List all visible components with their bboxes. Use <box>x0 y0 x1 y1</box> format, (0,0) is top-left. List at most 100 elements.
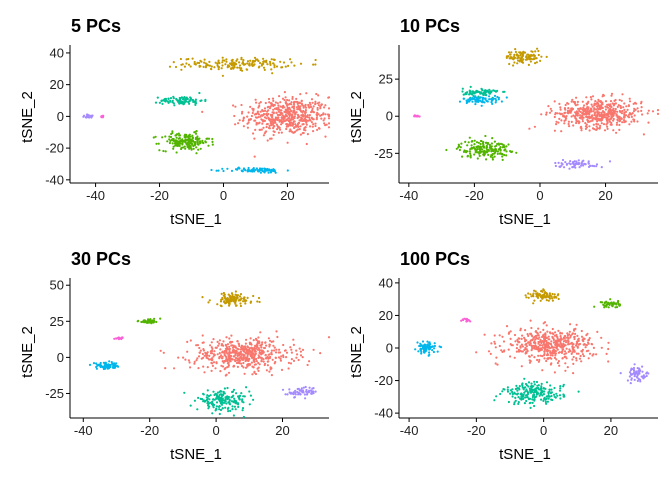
data-point <box>295 125 298 128</box>
data-point <box>306 116 309 119</box>
data-point <box>226 362 229 365</box>
data-point <box>430 345 433 348</box>
data-point <box>262 57 265 60</box>
data-point <box>597 123 600 126</box>
data-point <box>193 140 197 144</box>
data-point <box>619 372 622 375</box>
y-axis-label: tSNE_2 <box>19 91 36 143</box>
data-point <box>273 103 276 107</box>
data-point <box>272 99 275 102</box>
data-point <box>224 396 227 399</box>
data-point <box>426 343 429 346</box>
data-point <box>244 342 247 345</box>
data-point <box>614 302 618 305</box>
data-point <box>546 348 549 351</box>
data-point <box>251 373 254 376</box>
data-point <box>211 412 214 415</box>
data-point <box>606 127 609 130</box>
data-point <box>211 140 214 143</box>
data-point <box>549 351 552 355</box>
data-point <box>591 119 594 122</box>
data-point <box>501 155 504 158</box>
data-point <box>527 296 530 299</box>
data-point <box>221 74 224 77</box>
data-point <box>254 116 257 119</box>
data-point <box>316 102 319 105</box>
data-point <box>428 351 431 354</box>
data-point <box>579 116 582 119</box>
data-point <box>217 68 220 71</box>
data-point <box>558 102 561 105</box>
data-point <box>203 61 206 64</box>
data-point <box>234 302 237 305</box>
data-point <box>220 394 224 398</box>
data-point <box>248 62 251 65</box>
data-point <box>495 395 498 398</box>
data-point <box>227 348 231 351</box>
data-point <box>555 345 559 349</box>
data-point <box>261 122 264 125</box>
data-point <box>196 344 199 347</box>
data-point <box>271 97 275 100</box>
data-point <box>164 150 167 153</box>
data-point <box>287 361 290 364</box>
data-point <box>595 165 598 168</box>
data-point <box>568 333 571 336</box>
data-point <box>298 392 301 395</box>
data-point <box>484 98 487 101</box>
data-point <box>228 356 231 359</box>
data-point <box>268 339 272 342</box>
data-point <box>556 337 559 340</box>
data-point <box>234 399 237 402</box>
data-point <box>304 104 307 108</box>
data-point <box>420 348 423 351</box>
cluster-1-points <box>168 56 317 77</box>
data-point <box>161 136 164 139</box>
data-point <box>194 132 198 135</box>
data-point <box>551 354 554 357</box>
data-point <box>498 334 501 337</box>
data-point <box>559 108 562 111</box>
data-point <box>477 95 480 98</box>
data-point <box>291 105 294 108</box>
data-point <box>239 394 242 397</box>
data-point <box>501 158 504 161</box>
data-point <box>463 317 466 320</box>
data-point <box>617 104 620 107</box>
data-point <box>286 104 289 107</box>
data-point <box>272 58 275 61</box>
data-point <box>258 65 261 68</box>
data-point <box>202 341 205 344</box>
data-point <box>416 341 419 344</box>
data-point <box>196 357 199 360</box>
data-point <box>517 401 520 404</box>
data-point <box>197 148 200 151</box>
data-point <box>253 63 256 66</box>
data-point <box>187 146 190 149</box>
data-point <box>568 162 571 165</box>
data-point <box>249 350 252 353</box>
data-point <box>201 110 204 113</box>
data-point <box>549 354 552 357</box>
data-point <box>558 389 562 392</box>
data-point <box>513 61 516 64</box>
data-point <box>532 302 535 305</box>
data-point <box>259 331 262 334</box>
data-point <box>624 120 627 123</box>
data-point <box>484 141 487 144</box>
data-point <box>283 110 286 113</box>
data-point <box>562 115 565 118</box>
data-point <box>244 302 247 305</box>
data-point <box>178 102 181 105</box>
data-point <box>278 348 281 351</box>
data-point <box>602 123 606 126</box>
data-point <box>112 363 115 366</box>
data-point <box>502 144 505 147</box>
data-point <box>323 117 326 120</box>
data-point <box>303 110 307 114</box>
data-point <box>225 373 228 376</box>
data-point <box>182 356 185 359</box>
data-point <box>480 87 483 90</box>
